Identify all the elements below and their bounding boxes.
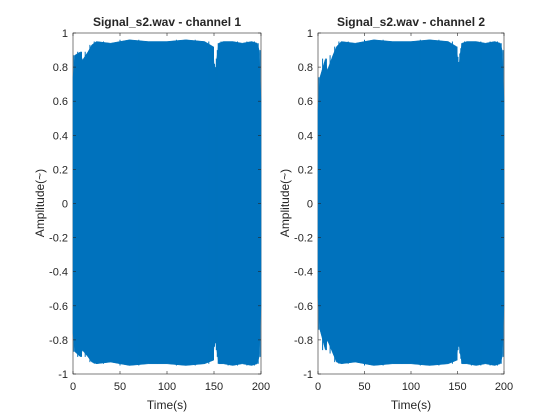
x-tick-label: 0 (315, 381, 321, 393)
y-tick-label: 0.6 (53, 96, 68, 108)
x-tick-label: 100 (402, 381, 420, 393)
y-tick-label: 0.8 (298, 62, 313, 74)
waveform-series (317, 39, 505, 366)
chart-title: Signal_s2.wav - channel 2 (337, 15, 485, 29)
x-axis-label: Time(s) (391, 398, 431, 412)
x-tick-label: 200 (495, 381, 513, 393)
y-tick-label: -0.4 (49, 267, 68, 279)
y-tick-label: -0.6 (294, 301, 313, 313)
x-tick-label: 150 (205, 381, 223, 393)
x-tick-label: 50 (114, 381, 126, 393)
y-axis-label: Amplitude(~) (278, 169, 292, 237)
y-tick-label: -1 (303, 369, 313, 381)
y-tick-label: -0.2 (294, 233, 313, 245)
subplot-channel-2: Signal_s2.wav - channel 2 0 50 100 150 20010… (278, 15, 513, 412)
y-axis-label: Amplitude(~) (33, 169, 47, 237)
x-axis-label: Time(s) (147, 398, 187, 412)
y-tick-label: -0.8 (49, 335, 68, 347)
x-tick-label: 150 (448, 381, 466, 393)
y-tick-label: 1 (307, 28, 313, 40)
y-tick-label: -0.4 (294, 267, 313, 279)
y-tick-label: -0.8 (294, 335, 313, 347)
y-tick-label: 1 (62, 28, 68, 40)
y-tick-label: -0.2 (49, 233, 68, 245)
x-tick-label: 100 (158, 381, 176, 393)
y-tick-label: -1 (58, 369, 68, 381)
y-tick-label: 0.2 (298, 164, 313, 176)
y-tick-label: 0 (307, 199, 313, 211)
y-tick-label: 0.2 (53, 164, 68, 176)
subplot-channel-1: Signal_s2.wav - channel 1 0 50 100 150 20010… (33, 15, 270, 412)
y-tick-label: 0.4 (298, 130, 313, 142)
y-tick-label: 0.4 (53, 130, 68, 142)
y-tick-label: 0.8 (53, 62, 68, 74)
x-tick-label: 200 (252, 381, 270, 393)
plot-area: 0 50 100 150 200 1 0.8 0.6 0.4 0.2 0 -0.2 -0.4 -0.6 -0… (49, 28, 270, 393)
waveform-series (72, 39, 262, 366)
y-tick-label: 0 (62, 199, 68, 211)
x-tick-label: 0 (70, 381, 76, 393)
x-tick-label: 50 (358, 381, 370, 393)
plot-area: 0 50 100 150 200 1 0.8 0.6 0.4 0.2 0 -0.2 -0.4 -0.6 -0… (294, 28, 513, 393)
chart-title: Signal_s2.wav - channel 1 (93, 15, 241, 29)
y-tick-label: -0.6 (49, 301, 68, 313)
y-tick-label: 0.6 (298, 96, 313, 108)
